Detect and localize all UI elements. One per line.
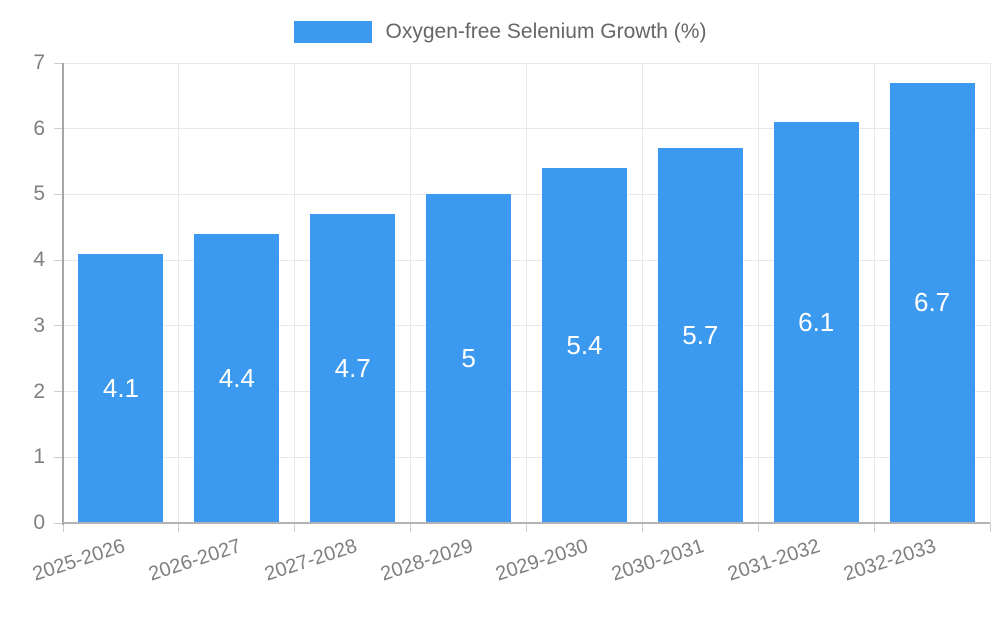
y-tick-mark xyxy=(54,259,63,261)
bar[interactable] xyxy=(194,233,280,522)
gridline-vertical xyxy=(873,63,875,523)
x-tick-mark xyxy=(989,523,991,532)
y-tick-label: 4 xyxy=(33,248,45,272)
y-tick-label: 1 xyxy=(33,445,45,469)
bar-value-label: 5.4 xyxy=(566,330,603,361)
plot-area: 0 1 2 3 4 5 6 7 4.1 4.4 4.7 5 5.4 5.7 6.1 6.7 2025-2026 2… xyxy=(30,51,991,585)
gridline-vertical xyxy=(178,63,180,523)
y-tick-mark xyxy=(54,522,63,524)
y-tick-label: 6 xyxy=(33,116,45,140)
chart-container: Oxygen-free Selenium Growth (%) 0 1 2 3 4 5 6 7… xyxy=(0,18,1000,586)
x-tick-mark xyxy=(757,523,759,532)
bar-value-label: 4.7 xyxy=(334,353,371,384)
gridline-vertical xyxy=(989,63,991,523)
bar-value-label: 4.4 xyxy=(218,362,255,393)
gridline-vertical xyxy=(526,63,527,523)
bar-value-label: 5.7 xyxy=(682,320,719,351)
bar-value-label: 5 xyxy=(461,343,476,374)
y-tick-mark xyxy=(54,62,63,64)
bar-value-label: 6.7 xyxy=(913,287,951,318)
bar[interactable] xyxy=(310,214,396,522)
y-tick-mark xyxy=(54,391,63,393)
x-tick-mark xyxy=(62,523,64,532)
gridline-vertical xyxy=(294,63,296,523)
y-tick-label: 0 xyxy=(33,511,45,534)
legend-swatch xyxy=(293,21,372,43)
x-tick-mark xyxy=(178,523,180,532)
y-axis-line xyxy=(62,63,64,525)
x-tick-mark xyxy=(294,523,296,532)
bar[interactable] xyxy=(889,82,975,522)
gridline-vertical xyxy=(757,63,759,523)
y-tick-mark xyxy=(54,325,63,327)
x-tick-mark xyxy=(526,523,527,532)
x-tick-label: 2032-2033 xyxy=(841,535,939,586)
x-axis-line xyxy=(63,522,990,524)
x-tick-mark xyxy=(641,523,643,532)
bar[interactable] xyxy=(657,148,743,522)
bar-value-label: 6.1 xyxy=(798,307,835,338)
y-tick-label: 2 xyxy=(33,379,45,403)
bar[interactable] xyxy=(541,168,627,522)
bar[interactable] xyxy=(426,194,512,522)
y-tick-mark xyxy=(54,193,63,195)
x-tick-mark xyxy=(410,523,412,532)
bar[interactable] xyxy=(773,122,859,522)
legend-label: Oxygen-free Selenium Growth (%) xyxy=(385,20,707,43)
gridline-vertical xyxy=(410,63,412,523)
gridline-vertical xyxy=(641,63,643,523)
bar[interactable] xyxy=(78,253,164,522)
bar-value-label: 4.1 xyxy=(102,372,140,403)
y-tick-label: 5 xyxy=(33,182,45,206)
y-tick-mark xyxy=(54,128,63,130)
legend-item[interactable]: Oxygen-free Selenium Growth (%) xyxy=(0,18,1000,46)
y-tick-label: 3 xyxy=(33,313,45,337)
y-tick-mark xyxy=(54,456,63,458)
y-tick-label: 7 xyxy=(33,51,45,74)
x-tick-mark xyxy=(873,523,875,532)
